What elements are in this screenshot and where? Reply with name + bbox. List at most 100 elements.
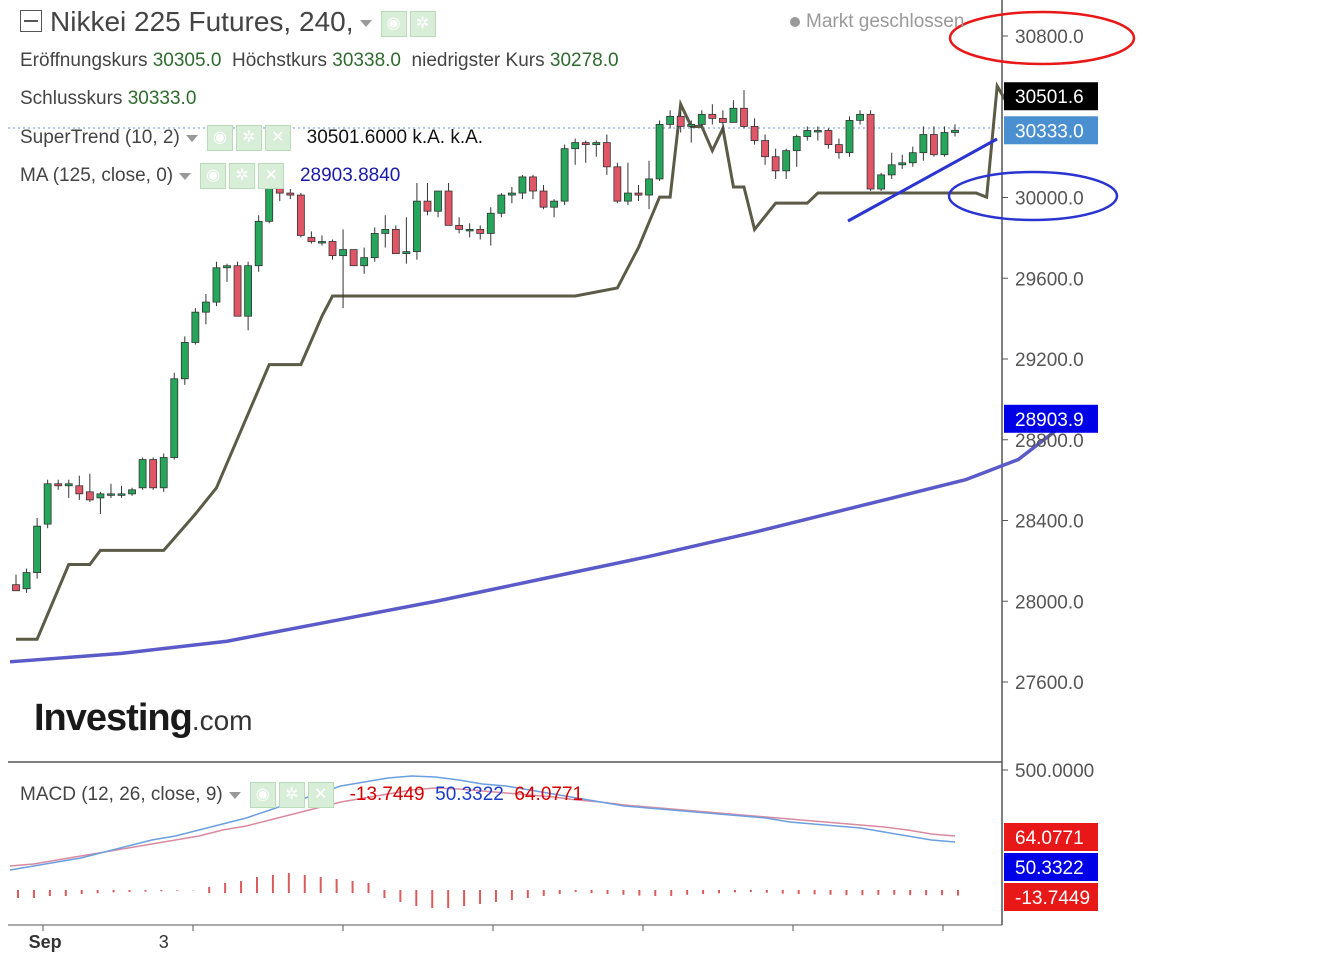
candle-body bbox=[592, 142, 601, 146]
candle-body bbox=[339, 249, 347, 257]
candle-body bbox=[370, 233, 379, 259]
candle bbox=[296, 193, 305, 238]
eye-icon[interactable]: ◉ bbox=[249, 782, 276, 808]
candle-body bbox=[12, 584, 20, 592]
candle bbox=[771, 148, 780, 179]
candle-body bbox=[634, 192, 643, 196]
candle bbox=[191, 308, 200, 345]
eye-icon[interactable]: ◉ bbox=[206, 125, 233, 151]
macd-badge-label: 64.0771 bbox=[1015, 828, 1084, 849]
candle-body bbox=[307, 237, 316, 242]
candle bbox=[223, 263, 231, 282]
candle-body bbox=[33, 525, 42, 573]
macd-hist-value: -13.7449 bbox=[349, 784, 425, 806]
candle bbox=[75, 475, 84, 500]
price-badge bbox=[1004, 116, 1098, 145]
candle-body bbox=[571, 142, 580, 150]
candle bbox=[708, 104, 717, 125]
candle bbox=[919, 126, 928, 161]
price-tick-label: 30800.0 bbox=[1015, 27, 1084, 48]
candle-body bbox=[265, 186, 274, 222]
candle bbox=[898, 154, 907, 169]
candle-body bbox=[413, 200, 421, 253]
candle bbox=[550, 199, 558, 218]
eye-icon[interactable]: ◉ bbox=[200, 163, 227, 189]
candle bbox=[455, 217, 464, 234]
low-value: 30278.0 bbox=[549, 50, 619, 71]
high-value: 30338.0 bbox=[332, 50, 401, 71]
candle-body bbox=[434, 190, 442, 212]
candle bbox=[571, 138, 580, 165]
candle-body bbox=[296, 194, 305, 236]
candle bbox=[877, 172, 886, 192]
candle-body bbox=[898, 162, 907, 166]
candle bbox=[824, 128, 833, 149]
blue-circle-annotation bbox=[947, 170, 1119, 222]
ma-label[interactable]: MA (125, close, 0) bbox=[20, 165, 174, 187]
candle-body bbox=[64, 483, 73, 487]
candle-body bbox=[697, 113, 706, 125]
candle-body bbox=[244, 265, 253, 317]
chevron-down-icon[interactable] bbox=[359, 20, 372, 28]
close-icon[interactable]: ✕ bbox=[258, 163, 285, 189]
ma-value: 28903.8840 bbox=[299, 165, 401, 187]
candle bbox=[96, 491, 105, 515]
price-badge bbox=[1004, 82, 1098, 111]
macd-tick-label: 500.0000 bbox=[1015, 761, 1094, 782]
candle bbox=[117, 485, 126, 498]
close-icon[interactable]: ✕ bbox=[264, 125, 291, 151]
candle-body bbox=[128, 489, 136, 495]
price-tick-label: 28000.0 bbox=[1015, 592, 1084, 613]
chevron-down-icon[interactable] bbox=[179, 172, 192, 180]
candle bbox=[54, 479, 63, 490]
price-tick-label: 28800.0 bbox=[1015, 431, 1084, 452]
time-label: Sep bbox=[29, 932, 62, 952]
macd-signal-line bbox=[9, 787, 956, 867]
candle bbox=[666, 110, 675, 129]
candle bbox=[64, 479, 73, 498]
candle bbox=[22, 568, 31, 593]
gear-icon[interactable]: ✲ bbox=[278, 782, 305, 808]
investing-logo: Investing.com bbox=[34, 697, 253, 739]
close-value: 30333.0 bbox=[127, 88, 197, 109]
candle-body bbox=[550, 200, 558, 208]
candle bbox=[149, 457, 158, 490]
candle bbox=[750, 118, 759, 145]
candle bbox=[729, 100, 738, 123]
chevron-down-icon[interactable] bbox=[185, 134, 198, 142]
gear-icon[interactable]: ✲ bbox=[235, 125, 262, 151]
candle-body bbox=[54, 483, 63, 487]
candle-body bbox=[877, 174, 886, 190]
eye-icon[interactable]: ◉ bbox=[380, 10, 407, 37]
price-tick-label: 29200.0 bbox=[1015, 350, 1084, 371]
candle-body bbox=[539, 190, 548, 208]
candle bbox=[887, 152, 896, 179]
candle bbox=[782, 148, 791, 179]
candle bbox=[866, 110, 875, 192]
gear-icon[interactable]: ✲ bbox=[409, 10, 436, 37]
candle bbox=[518, 174, 527, 200]
open-label: Eröffnungskurs bbox=[20, 50, 148, 71]
candle-body bbox=[107, 493, 115, 496]
price-badge bbox=[1004, 404, 1098, 433]
candle-body bbox=[149, 459, 158, 489]
collapse-icon[interactable] bbox=[20, 9, 42, 32]
candle-body bbox=[655, 124, 664, 180]
candle-body bbox=[919, 134, 928, 154]
close-icon[interactable]: ✕ bbox=[307, 782, 334, 808]
high-label: Höchstkurs bbox=[231, 50, 328, 71]
gear-icon[interactable]: ✲ bbox=[229, 163, 256, 189]
macd-label[interactable]: MACD (12, 26, close, 9) bbox=[20, 784, 223, 806]
candle bbox=[360, 247, 369, 274]
chart-title: Nikkei 225 Futures, 240, bbox=[50, 6, 354, 37]
candle bbox=[423, 182, 432, 216]
candle bbox=[307, 231, 316, 244]
ma-line bbox=[9, 417, 1073, 664]
candle-body bbox=[813, 130, 822, 133]
chevron-down-icon[interactable] bbox=[228, 791, 241, 799]
supertrend-label[interactable]: SuperTrend (10, 2) bbox=[20, 127, 180, 149]
supertrend-legend: SuperTrend (10, 2) ◉ ✲ ✕ 30501.6000 k.A. k.… bbox=[20, 125, 483, 151]
low-label: niedrigster Kurs bbox=[411, 50, 545, 71]
candle-body bbox=[856, 113, 864, 121]
